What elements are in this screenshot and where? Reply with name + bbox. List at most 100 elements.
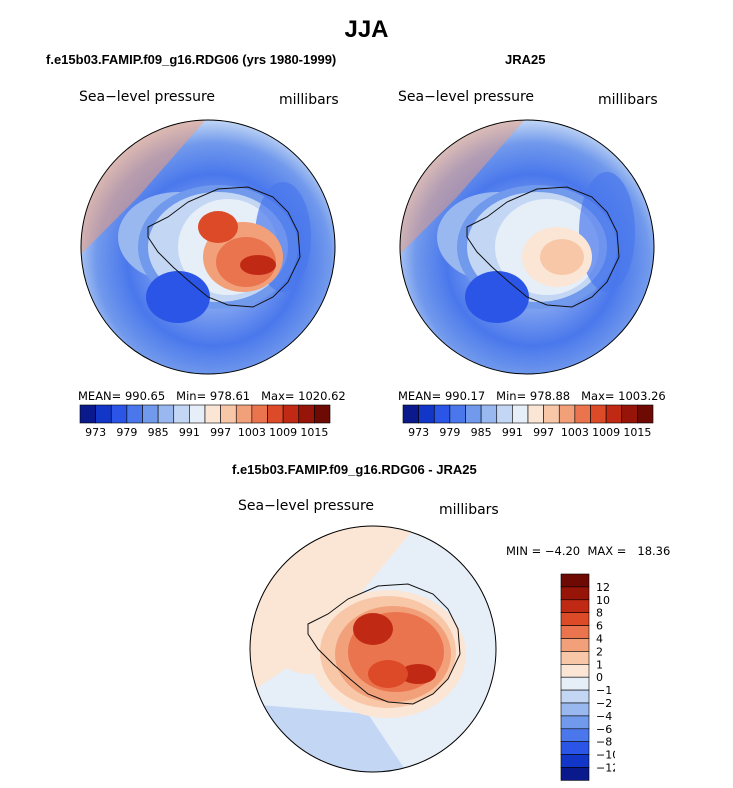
colorbar-tick-label: 1015 <box>623 426 651 439</box>
colorbar-swatch <box>95 404 112 424</box>
panel-1-units-label: millibars <box>279 92 339 108</box>
panel-1-title: f.e15b03.FAMIP.f09_g16.RDG06 (yrs 1980-1… <box>46 52 337 67</box>
colorbar-swatch <box>402 404 419 424</box>
colorbar-swatch <box>314 404 331 424</box>
colorbar-tick-label: −6 <box>596 723 612 736</box>
panel-3-min-value: −4.20 <box>544 544 581 558</box>
colorbar-swatch <box>560 676 590 691</box>
panel-2-title: JRA25 <box>505 52 546 67</box>
colorbar-swatch <box>189 404 206 424</box>
colorbar-swatch <box>220 404 237 424</box>
colorbar-swatch <box>235 404 253 424</box>
colorbar-tick-label: 973 <box>85 426 106 439</box>
colorbar-swatch <box>298 404 315 424</box>
panel-3-stats: MIN = −4.20 MAX = 18.36 <box>506 544 670 558</box>
panel-1-max-label: Max= <box>261 389 295 403</box>
colorbar-swatch <box>267 404 284 424</box>
colorbar-tick-label: 997 <box>533 426 554 439</box>
colorbar-tick-label: 985 <box>471 426 492 439</box>
panel-2-stats: MEAN= 990.17 Min= 978.88 Max= 1003.26 <box>398 389 666 403</box>
colorbar-tick-label: −12 <box>596 762 615 775</box>
panel-1-map <box>80 119 336 375</box>
colorbar-swatch <box>204 404 221 424</box>
colorbar-swatch <box>560 651 590 665</box>
colorbar-swatch <box>560 728 590 743</box>
colorbar-swatch <box>560 638 590 652</box>
panel-3-units-label: millibars <box>439 502 499 518</box>
panel-1-min-value: 978.61 <box>209 389 251 403</box>
colorbar-swatch <box>480 404 498 424</box>
colorbar-swatch <box>560 664 590 678</box>
panel-2-mean-label: MEAN= <box>398 389 442 403</box>
panel-2-units-label: millibars <box>598 92 658 108</box>
colorbar-tick-label: −2 <box>596 697 612 710</box>
panel-1-mean-label: MEAN= <box>78 389 122 403</box>
panel-2-variable-label: Sea−level pressure <box>398 89 535 105</box>
colorbar-swatch <box>496 404 513 424</box>
colorbar-tick-label: −4 <box>596 710 612 723</box>
colorbar-swatch <box>605 404 623 424</box>
colorbar-tick-label: −10 <box>596 749 615 762</box>
panel-3-min-label: MIN = <box>506 544 542 558</box>
colorbar-swatch <box>574 404 591 424</box>
colorbar-swatch <box>465 404 482 424</box>
colorbar-swatch <box>637 404 654 424</box>
panel-3-map <box>249 525 497 773</box>
colorbar-tick-label: 997 <box>210 426 231 439</box>
panel-1-stats: MEAN= 990.65 Min= 978.61 Max= 1020.62 <box>78 389 346 403</box>
panel-2-min-value: 978.88 <box>529 389 571 403</box>
colorbar-tick-label: 0 <box>596 671 603 684</box>
colorbar-swatch <box>418 404 435 424</box>
colorbar-swatch <box>560 767 590 781</box>
colorbar-swatch <box>433 404 451 424</box>
colorbar-tick-label: 1 <box>596 658 603 671</box>
colorbar-swatch <box>79 404 96 424</box>
colorbar-tick-label: −1 <box>596 684 612 697</box>
panel-2-mean-value: 990.17 <box>444 389 486 403</box>
colorbar-tick-label: 1009 <box>269 426 297 439</box>
colorbar-tick-label: 979 <box>439 426 460 439</box>
colorbar-tick-label: 6 <box>596 620 603 633</box>
colorbar-swatch <box>560 702 590 717</box>
colorbar-swatch <box>558 404 576 424</box>
colorbar-tick-label: 1015 <box>300 426 328 439</box>
colorbar-swatch <box>590 404 607 424</box>
colorbar-tick-label: −8 <box>596 736 612 749</box>
panel-1-min-label: Min= <box>176 389 207 403</box>
panel-1-variable-label: Sea−level pressure <box>79 89 216 105</box>
colorbar-tick-label: 12 <box>596 581 610 594</box>
colorbar-swatch <box>157 404 175 424</box>
panel-1-mean-value: 990.65 <box>124 389 166 403</box>
colorbar-tick-label: 991 <box>179 426 200 439</box>
colorbar-tick-label: 985 <box>148 426 169 439</box>
colorbar-swatch <box>560 689 590 704</box>
colorbar-swatch <box>527 404 544 424</box>
panel-2-max-value: 1003.26 <box>618 389 666 403</box>
panel-3-variable-label: Sea−level pressure <box>238 498 375 514</box>
colorbar-tick-label: 4 <box>596 633 603 646</box>
colorbar-tick-label: 1003 <box>561 426 589 439</box>
colorbar-swatch <box>560 573 590 588</box>
panel-3-max-value: 18.36 <box>637 544 671 558</box>
colorbar-swatch <box>142 404 159 424</box>
colorbar-swatch <box>282 404 300 424</box>
colorbar-swatch <box>621 404 638 424</box>
colorbar-tick-label: 979 <box>116 426 137 439</box>
colorbar-swatch <box>173 404 190 424</box>
colorbar-swatch <box>560 754 590 768</box>
colorbar-tick-label: 1003 <box>238 426 266 439</box>
figure-title: JJA <box>344 16 389 43</box>
colorbar-swatch <box>449 404 466 424</box>
panel-2-min-label: Min= <box>496 389 527 403</box>
colorbar-swatch <box>251 404 268 424</box>
panel-1-colorbar: 973 979 985 991 997 1003 1009 1015 <box>79 404 331 439</box>
panel-3-max-label: MAX = <box>587 544 627 558</box>
panel-3-title: f.e15b03.FAMIP.f09_g16.RDG06 - JRA25 <box>232 462 477 477</box>
colorbar-swatch <box>110 404 128 424</box>
colorbar-swatch <box>560 741 590 755</box>
colorbar-swatch <box>560 612 590 626</box>
colorbar-swatch <box>126 404 143 424</box>
colorbar-tick-label: 973 <box>408 426 429 439</box>
colorbar-tick-label: 10 <box>596 594 610 607</box>
